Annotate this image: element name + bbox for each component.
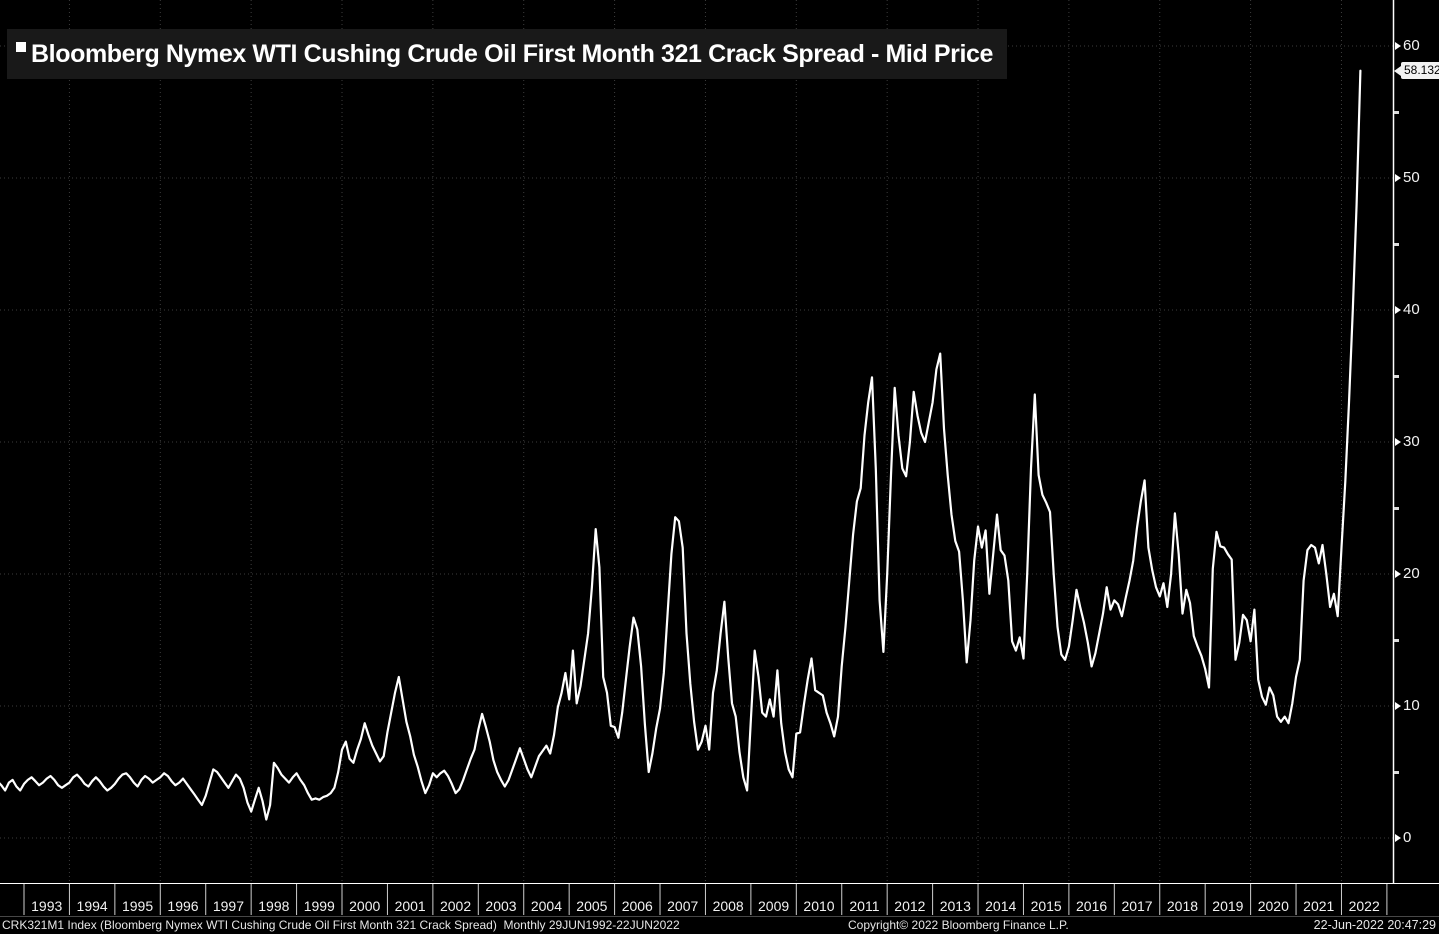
x-axis-year-2003: 2003 [485, 898, 517, 914]
y-minor-tick-55 [1394, 110, 1399, 114]
y-tick-label-10: 10 [1403, 697, 1420, 714]
x-axis-year-2002: 2002 [439, 898, 472, 914]
y-minor-tick-25 [1394, 506, 1399, 510]
x-axis-year-2019: 2019 [1212, 898, 1244, 914]
y-tick-arrow-icon [1395, 702, 1401, 710]
x-axis-year-2005: 2005 [576, 898, 608, 914]
y-minor-tick-5 [1394, 770, 1399, 774]
x-axis-year-2001: 2001 [394, 898, 426, 914]
x-axis-year-2008: 2008 [712, 898, 744, 914]
y-minor-tick-15 [1394, 638, 1399, 642]
x-axis-year-2015: 2015 [1030, 898, 1062, 914]
x-axis-year-2013: 2013 [939, 898, 971, 914]
y-tick-arrow-icon [1395, 174, 1401, 182]
x-axis-year-2022: 2022 [1348, 898, 1380, 914]
x-axis-year-2010: 2010 [803, 898, 835, 914]
x-axis-year-1998: 1998 [258, 898, 290, 914]
last-price-value: 58.132 [1401, 62, 1439, 79]
badge-pointer-icon [1394, 65, 1401, 76]
y-minor-tick-35 [1394, 374, 1399, 378]
x-axis: 1993 1994 1995 1996 1997 1998 1999 2000 2001 2002… [0, 883, 1439, 916]
chart-title: Bloomberg Nymex WTI Cushing Crude Oil Fi… [31, 39, 994, 68]
x-axis-year-2011: 2011 [849, 898, 880, 914]
x-axis-year-2009: 2009 [758, 898, 790, 914]
y-tick-label-50: 50 [1403, 169, 1420, 186]
status-bar: CRK321M1 Index (Bloomberg Nymex WTI Cush… [0, 917, 1439, 934]
x-axis-year-2014: 2014 [985, 898, 1017, 914]
x-axis-year-2021: 2021 [1303, 898, 1335, 914]
y-tick-label-20: 20 [1403, 565, 1420, 582]
x-axis-year-1997: 1997 [212, 898, 244, 914]
y-tick-label-0: 0 [1403, 829, 1412, 846]
x-axis-year-1993: 1993 [31, 898, 63, 914]
x-axis-year-2016: 2016 [1076, 898, 1108, 914]
x-axis-year-2018: 2018 [1166, 898, 1199, 914]
y-tick-arrow-icon [1395, 570, 1401, 578]
legend-bullet-icon [16, 42, 26, 52]
y-minor-tick-45 [1394, 242, 1399, 246]
y-tick-arrow-icon [1395, 306, 1401, 314]
x-axis-year-1995: 1995 [121, 898, 154, 914]
x-axis-year-1994: 1994 [76, 898, 108, 914]
y-tick-arrow-icon [1395, 834, 1401, 842]
x-axis-year-2000: 2000 [349, 898, 381, 914]
x-axis-year-2017: 2017 [1121, 898, 1153, 914]
last-price-badge: 58.132 [1394, 62, 1439, 79]
x-axis-year-1999: 1999 [303, 898, 335, 914]
x-axis-year-2006: 2006 [621, 898, 653, 914]
copyright-text: Copyright© 2022 Bloomberg Finance L.P. [848, 918, 1069, 932]
x-axis-year-2007: 2007 [667, 898, 699, 914]
y-tick-arrow-icon [1395, 42, 1401, 50]
y-axis: 60 50 40 30 20 10 0 [1394, 37, 1420, 846]
x-axis-year-2004: 2004 [530, 898, 562, 914]
ticker-description: CRK321M1 Index (Bloomberg Nymex WTI Cush… [2, 918, 680, 932]
y-tick-arrow-icon [1395, 438, 1401, 446]
chart-legend-item[interactable]: Bloomberg Nymex WTI Cushing Crude Oil Fi… [7, 29, 1008, 79]
timestamp: 22-Jun-2022 20:47:29 [1313, 918, 1436, 932]
x-axis-year-2012: 2012 [894, 898, 926, 914]
y-tick-label-40: 40 [1403, 301, 1420, 318]
y-tick-label-60: 60 [1403, 37, 1420, 54]
x-axis-year-2020: 2020 [1257, 898, 1289, 914]
y-tick-label-30: 30 [1403, 433, 1420, 450]
x-axis-year-1996: 1996 [167, 898, 199, 914]
